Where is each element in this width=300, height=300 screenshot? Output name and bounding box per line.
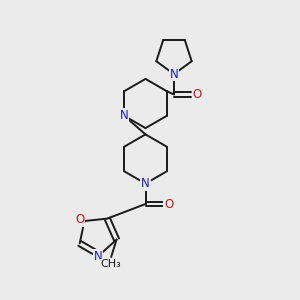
Text: N: N xyxy=(120,109,129,122)
Text: N: N xyxy=(169,68,178,81)
Text: O: O xyxy=(193,88,202,101)
Text: N: N xyxy=(94,250,102,263)
Text: O: O xyxy=(164,197,173,211)
Text: N: N xyxy=(141,177,150,190)
Text: O: O xyxy=(75,213,85,226)
Text: CH₃: CH₃ xyxy=(101,260,122,269)
